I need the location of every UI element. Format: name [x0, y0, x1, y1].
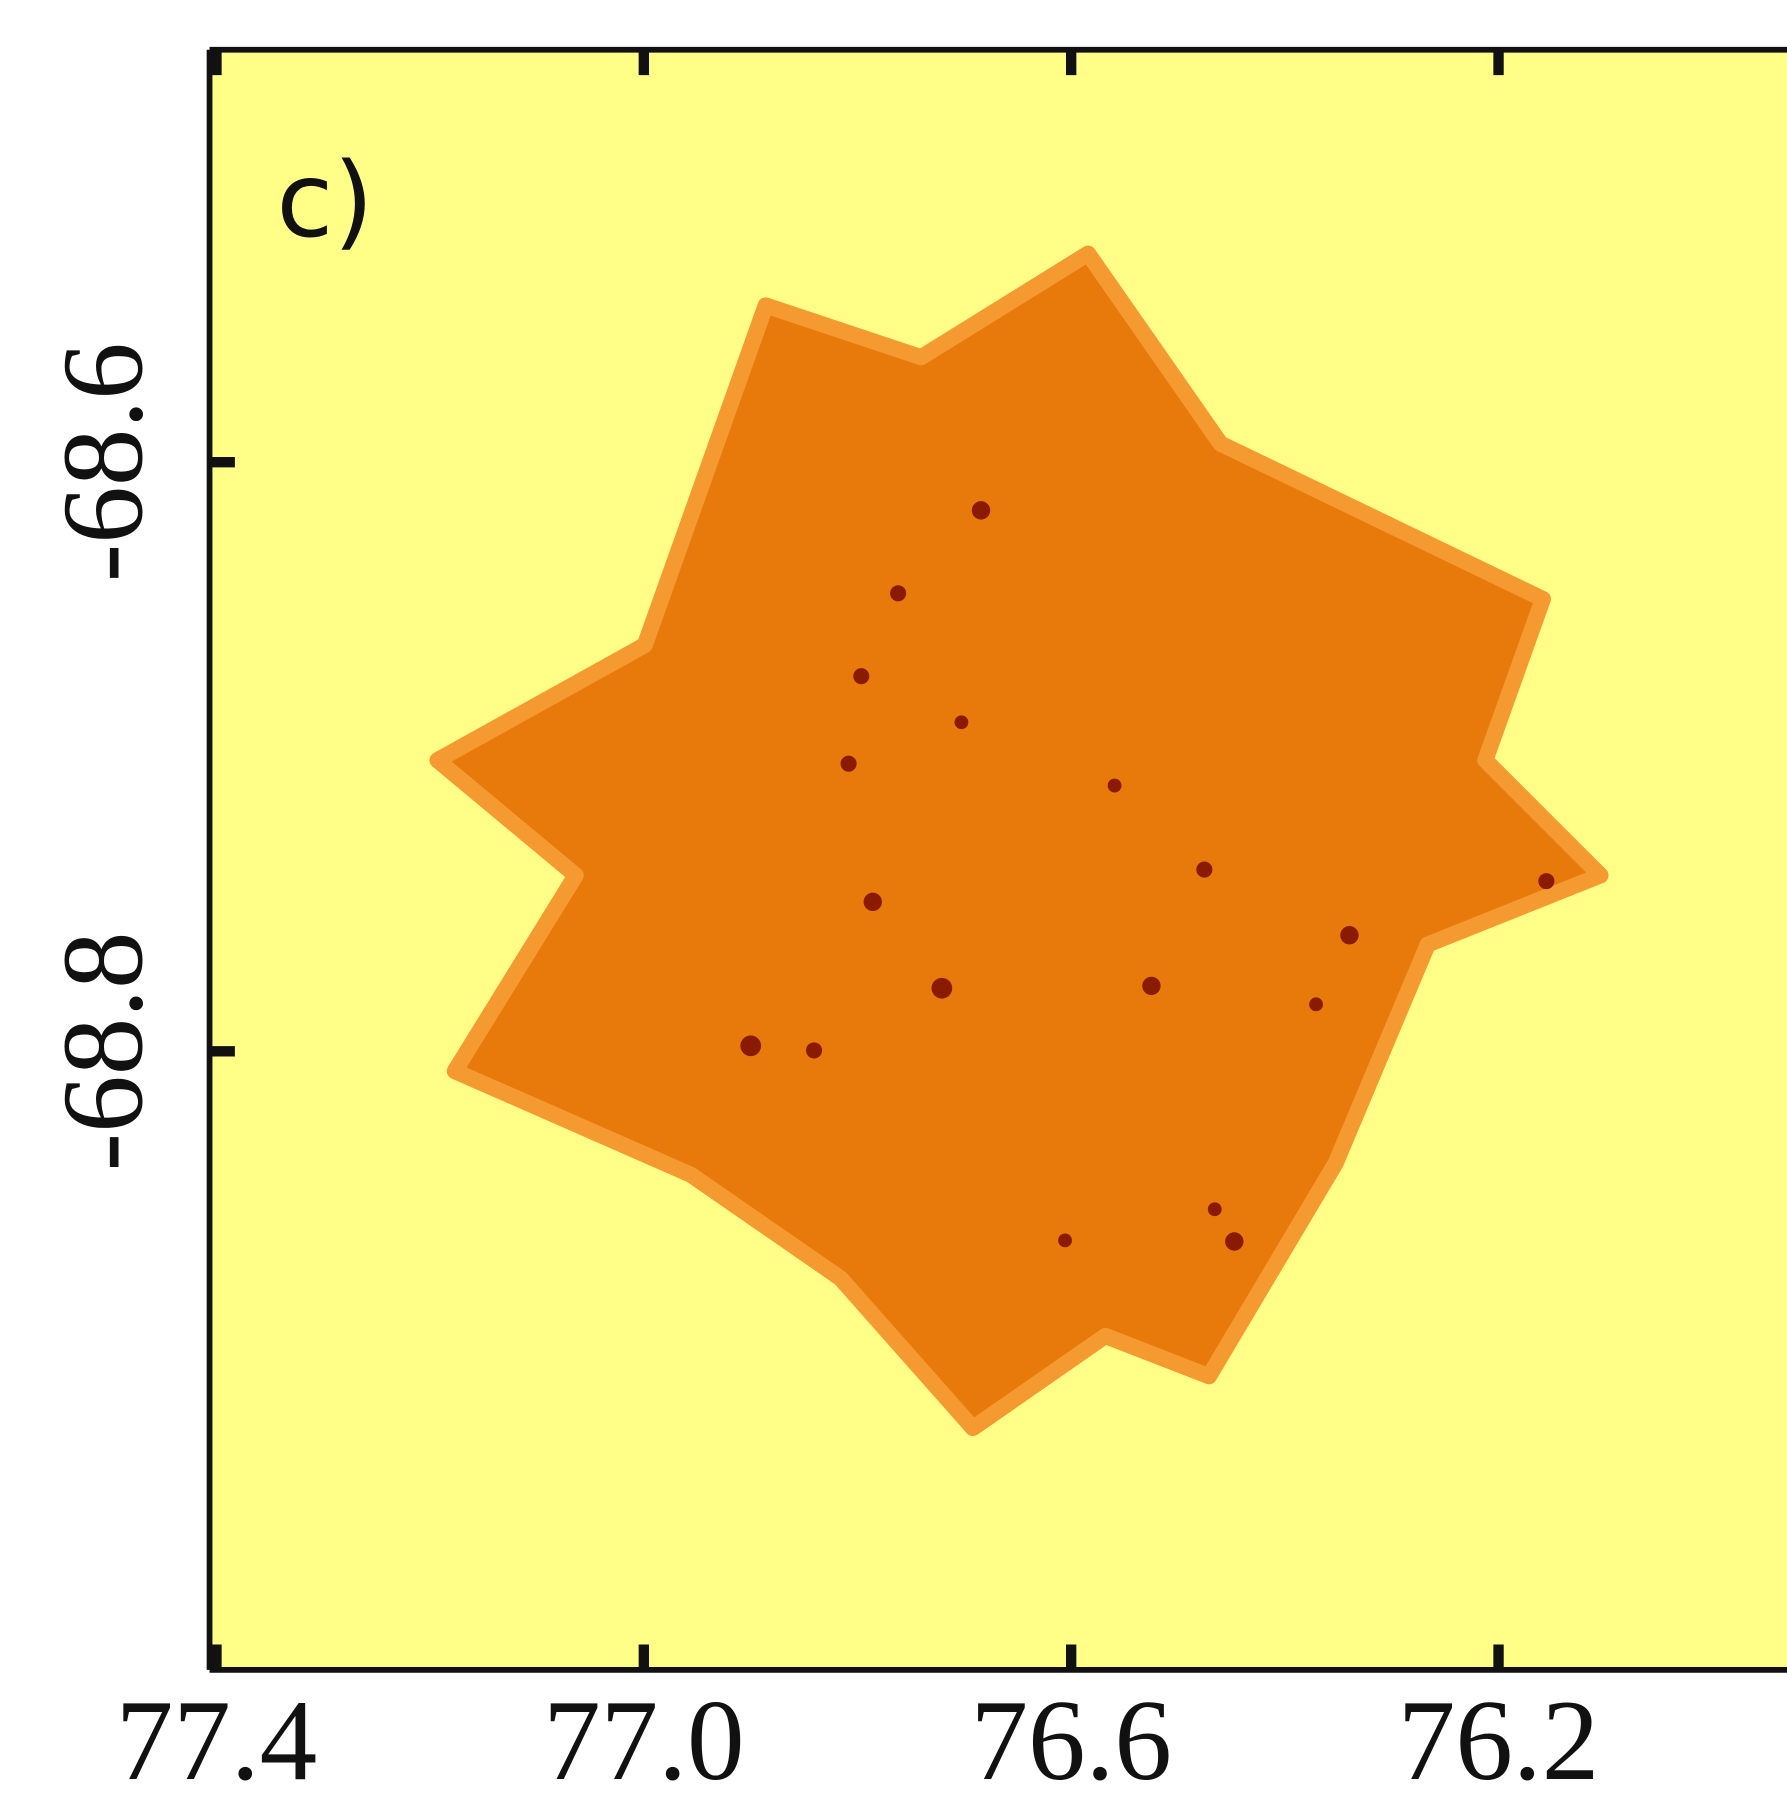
- source-image: [429, 245, 1609, 1437]
- x-tick-label: 77.0: [543, 1676, 744, 1804]
- point-sources: [740, 501, 1555, 1251]
- y-tick-label: -68.8: [39, 931, 167, 1171]
- x-tick-label: 77.4: [116, 1676, 317, 1804]
- panel-label: c): [276, 141, 373, 261]
- x-tick-label: 76.2: [1398, 1676, 1599, 1804]
- x-tick-label: 76.6: [970, 1676, 1171, 1804]
- y-tick-label: -68.6: [39, 342, 167, 582]
